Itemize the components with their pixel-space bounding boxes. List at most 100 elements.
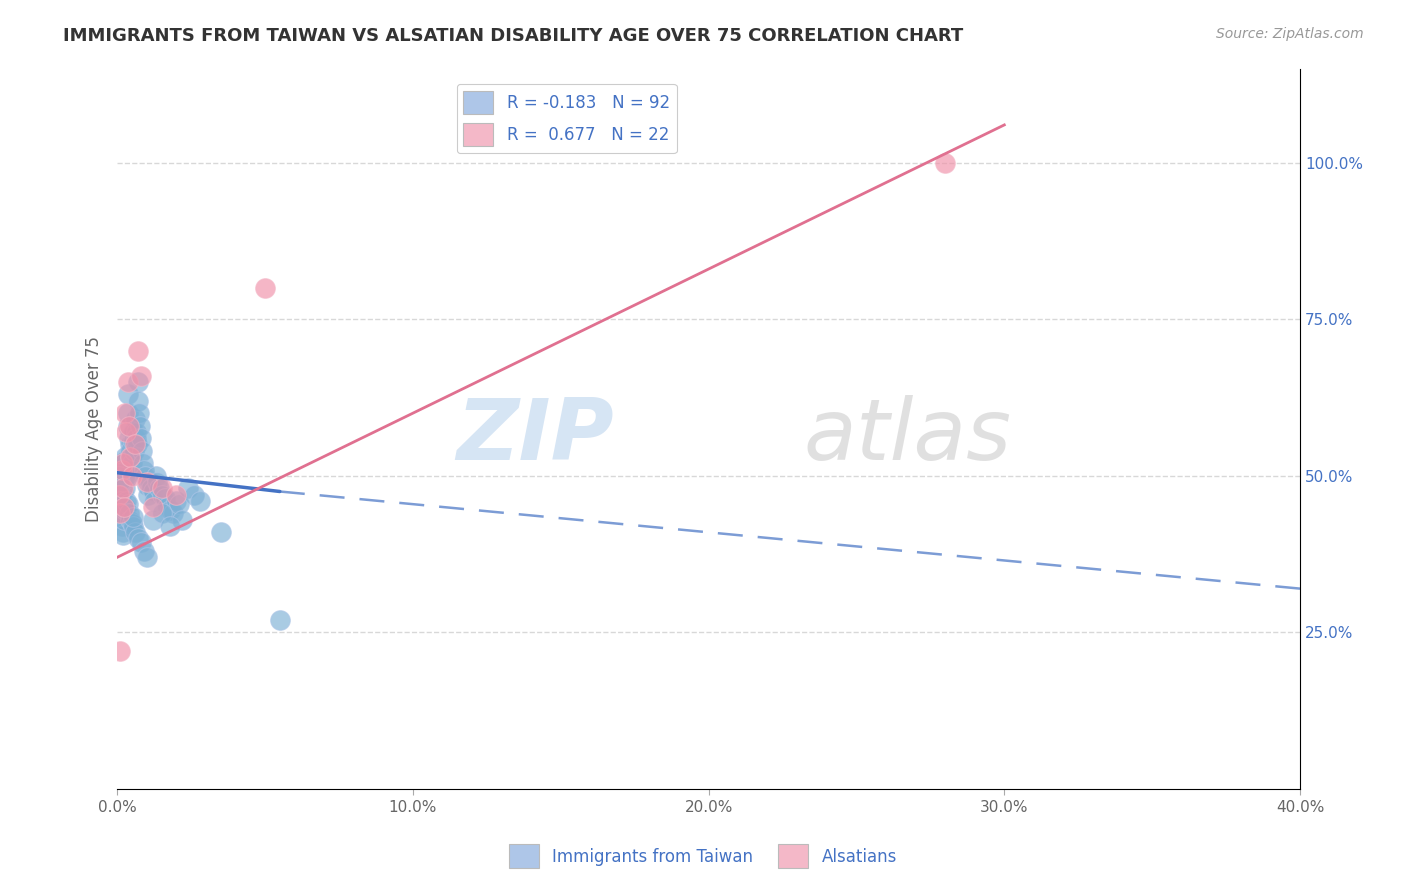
Point (127, 343, 149, 358)
Point (111, 525, 134, 540)
Point (148, 481, 170, 495)
Point (141, 481, 163, 495)
Point (131, 443, 153, 458)
Point (121, 425, 143, 439)
Point (112, 484, 135, 499)
Point (108, 468, 131, 483)
Point (150, 488, 173, 502)
Point (124, 437, 146, 451)
Point (172, 513, 194, 527)
Point (135, 475, 157, 489)
Point (146, 475, 169, 489)
Point (136, 488, 159, 502)
Point (122, 519, 145, 533)
Point (142, 484, 165, 499)
Point (209, 525, 232, 540)
Point (127, 375, 149, 389)
Point (934, 155, 956, 169)
Point (165, 494, 187, 508)
Point (121, 468, 143, 483)
Point (114, 453, 136, 467)
Point (129, 534, 152, 549)
Point (112, 500, 135, 515)
Point (188, 494, 211, 508)
Point (120, 450, 142, 464)
Point (124, 525, 146, 540)
Text: atlas: atlas (803, 394, 1011, 477)
Point (254, 281, 277, 295)
Point (117, 375, 139, 389)
Point (169, 497, 191, 511)
Point (124, 412, 146, 426)
Point (142, 513, 165, 527)
Point (114, 500, 136, 515)
Point (117, 497, 139, 511)
Point (121, 516, 143, 530)
Point (107, 466, 129, 480)
Point (112, 481, 135, 495)
Point (108, 468, 131, 483)
Point (115, 425, 138, 439)
Point (127, 393, 149, 408)
Point (115, 494, 138, 508)
Point (129, 418, 152, 433)
Y-axis label: Disability Age Over 75: Disability Age Over 75 (86, 335, 103, 522)
Point (111, 456, 134, 470)
Point (108, 478, 131, 492)
Legend: Immigrants from Taiwan, Alsatians: Immigrants from Taiwan, Alsatians (502, 838, 904, 875)
Point (129, 368, 152, 383)
Point (111, 462, 134, 476)
Point (269, 613, 291, 627)
Point (118, 431, 141, 445)
Point (114, 503, 136, 517)
Point (183, 488, 205, 502)
Point (111, 475, 134, 489)
Point (115, 472, 138, 486)
Point (114, 450, 136, 464)
Point (122, 509, 145, 524)
Point (108, 507, 131, 521)
Point (132, 544, 155, 558)
Point (108, 472, 131, 486)
Text: Source: ZipAtlas.com: Source: ZipAtlas.com (1216, 27, 1364, 41)
Point (118, 418, 141, 433)
Point (112, 468, 135, 483)
Legend: R = -0.183   N = 92, R =  0.677   N = 22: R = -0.183 N = 92, R = 0.677 N = 22 (457, 84, 676, 153)
Point (107, 472, 129, 486)
Point (108, 475, 131, 489)
Point (135, 550, 157, 565)
Point (127, 437, 149, 451)
Point (114, 406, 136, 420)
Point (145, 468, 167, 483)
Point (114, 481, 136, 495)
Text: IMMIGRANTS FROM TAIWAN VS ALSATIAN DISABILITY AGE OVER 75 CORRELATION CHART: IMMIGRANTS FROM TAIWAN VS ALSATIAN DISAB… (63, 27, 963, 45)
Point (117, 418, 139, 433)
Point (117, 387, 139, 401)
Point (138, 475, 160, 489)
Point (122, 434, 145, 449)
Point (159, 519, 181, 533)
Point (108, 488, 131, 502)
Point (112, 528, 135, 542)
Point (112, 513, 135, 527)
Point (111, 456, 134, 470)
Point (107, 488, 129, 502)
Point (132, 456, 155, 470)
Point (135, 478, 157, 492)
Point (134, 468, 156, 483)
Text: ZIP: ZIP (457, 394, 614, 477)
Point (115, 468, 138, 483)
Point (150, 507, 173, 521)
Point (110, 507, 132, 521)
Point (112, 459, 135, 474)
Point (159, 503, 181, 517)
Point (143, 494, 166, 508)
Point (108, 644, 131, 658)
Point (121, 456, 143, 470)
Point (108, 478, 131, 492)
Point (156, 500, 179, 515)
Point (124, 443, 146, 458)
Point (162, 507, 184, 521)
Point (125, 431, 148, 445)
Point (110, 497, 132, 511)
